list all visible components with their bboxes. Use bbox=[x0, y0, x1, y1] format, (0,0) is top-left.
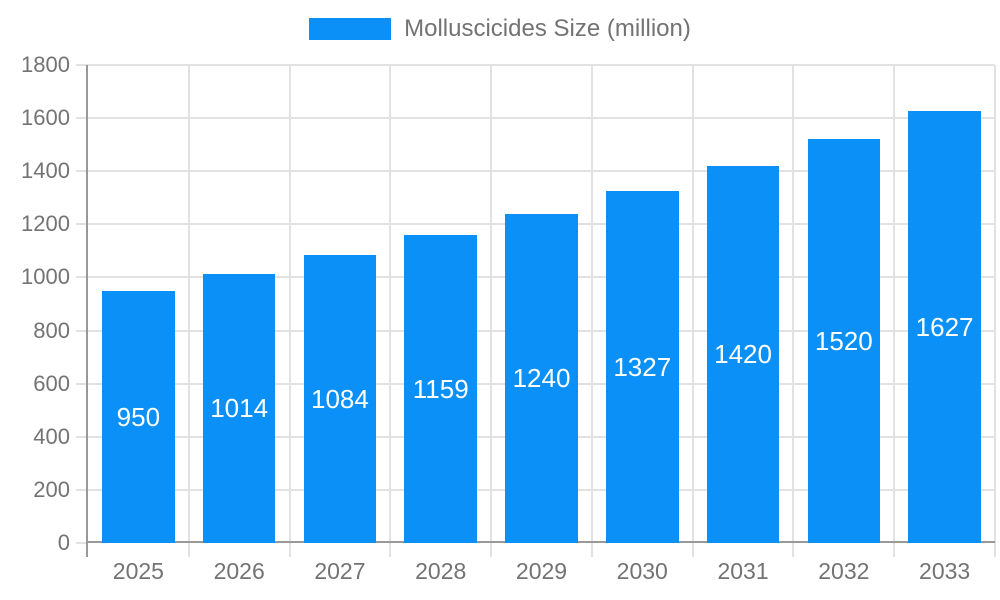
legend-swatch-icon bbox=[309, 18, 392, 41]
y-axis-label: 600 bbox=[33, 370, 70, 396]
x-axis-label: 2027 bbox=[314, 558, 366, 584]
x-tick bbox=[893, 543, 896, 557]
y-tick bbox=[76, 170, 88, 173]
x-axis-label: 2032 bbox=[818, 558, 870, 584]
x-gridline bbox=[590, 65, 593, 543]
bar-value-label: 1240 bbox=[512, 363, 571, 394]
x-tick bbox=[590, 543, 593, 557]
bar-value-label: 1327 bbox=[613, 351, 672, 382]
bar-value-label: 1627 bbox=[915, 311, 974, 342]
plot-area: 0 200 400 600 800 1000 1200 1400 1600 1800 950 2025… bbox=[21, 54, 996, 584]
y-axis-label: 200 bbox=[33, 476, 70, 502]
x-axis-label: 2026 bbox=[213, 558, 265, 584]
bar-2026[interactable]: 1014 bbox=[202, 273, 276, 543]
y-axis-label: 1400 bbox=[21, 158, 70, 184]
y-tick bbox=[76, 64, 88, 66]
bar-value-label: 1014 bbox=[210, 393, 269, 424]
bar-2030[interactable]: 1327 bbox=[605, 190, 679, 543]
x-axis-label: 2025 bbox=[112, 558, 164, 584]
bar-value-label: 950 bbox=[116, 401, 161, 432]
x-axis-label: 2030 bbox=[616, 558, 668, 584]
y-axis-label: 1800 bbox=[21, 52, 70, 77]
bar-value-label: 1520 bbox=[814, 326, 873, 357]
y-tick bbox=[76, 117, 88, 120]
y-gridline bbox=[88, 64, 995, 66]
x-axis-label: 2028 bbox=[415, 558, 467, 584]
y-tick bbox=[76, 542, 88, 544]
x-gridline bbox=[187, 65, 190, 543]
y-axis-label: 0 bbox=[57, 530, 70, 555]
y-tick bbox=[76, 223, 88, 226]
y-tick bbox=[76, 435, 88, 438]
y-gridline bbox=[88, 170, 995, 173]
x-tick bbox=[691, 543, 694, 557]
legend-label: Molluscicides Size (million) bbox=[404, 15, 691, 42]
x-gridline bbox=[288, 65, 291, 543]
x-gridline bbox=[389, 65, 392, 543]
y-axis-label: 1000 bbox=[21, 264, 70, 290]
y-axis-label: 800 bbox=[33, 317, 70, 343]
bar-value-label: 1159 bbox=[412, 374, 469, 405]
x-tick bbox=[994, 543, 996, 557]
y-axis-line bbox=[86, 65, 88, 557]
y-tick bbox=[76, 488, 88, 491]
bar-2028[interactable]: 1159 bbox=[404, 235, 477, 543]
x-tick bbox=[792, 543, 795, 557]
bar-2031[interactable]: 1420 bbox=[706, 165, 780, 543]
x-tick bbox=[187, 543, 190, 557]
x-gridline bbox=[691, 65, 694, 543]
bar-2033[interactable]: 1627 bbox=[908, 110, 981, 543]
x-gridline bbox=[893, 65, 896, 543]
x-axis-label: 2031 bbox=[717, 558, 769, 584]
y-axis-label: 1600 bbox=[21, 105, 70, 131]
x-gridline bbox=[792, 65, 795, 543]
x-tick bbox=[389, 543, 392, 557]
y-tick bbox=[76, 329, 88, 332]
y-axis-label: 400 bbox=[33, 423, 70, 449]
bar-2027[interactable]: 1084 bbox=[303, 255, 377, 543]
bar-2032[interactable]: 1520 bbox=[807, 139, 881, 543]
legend[interactable]: Molluscicides Size (million) bbox=[0, 15, 1000, 42]
bar-2025[interactable]: 950 bbox=[102, 290, 175, 543]
x-axis-label: 2029 bbox=[515, 558, 568, 584]
x-gridline bbox=[994, 65, 996, 543]
x-tick bbox=[288, 543, 291, 557]
x-gridline bbox=[490, 65, 493, 543]
y-gridline bbox=[88, 117, 995, 120]
bar-2029[interactable]: 1240 bbox=[505, 213, 578, 543]
x-axis-label: 2033 bbox=[919, 558, 971, 584]
x-tick bbox=[490, 543, 493, 557]
y-tick bbox=[76, 382, 88, 385]
y-axis-label: 1200 bbox=[21, 211, 70, 237]
bar-value-label: 1420 bbox=[714, 339, 772, 370]
y-tick bbox=[76, 276, 88, 279]
bar-value-label: 1084 bbox=[311, 384, 369, 415]
